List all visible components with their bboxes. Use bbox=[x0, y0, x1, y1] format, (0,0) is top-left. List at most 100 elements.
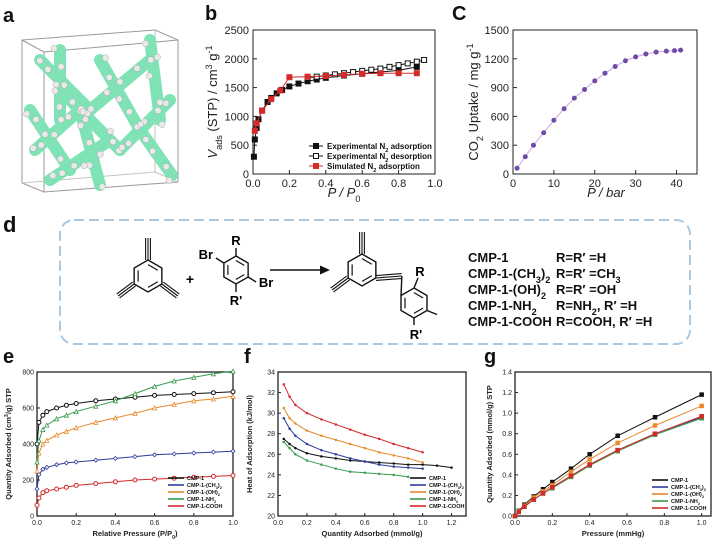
data-point bbox=[699, 392, 704, 397]
data-point bbox=[320, 463, 323, 466]
atom bbox=[153, 53, 161, 61]
data-point bbox=[34, 502, 40, 508]
substituent-definition: R=R′ =OH bbox=[556, 282, 616, 297]
data-point bbox=[541, 130, 547, 136]
x-tick-label: 0.0 bbox=[32, 520, 42, 527]
data-point bbox=[331, 71, 338, 78]
data-point bbox=[63, 460, 69, 466]
data-point bbox=[40, 490, 46, 496]
atom bbox=[116, 78, 124, 86]
data-point bbox=[334, 423, 338, 426]
panel-label-d: d bbox=[3, 212, 16, 237]
data-point bbox=[305, 429, 309, 432]
atom bbox=[142, 40, 149, 47]
atom bbox=[165, 177, 173, 184]
data-point bbox=[622, 58, 628, 64]
x-tick-label: 0.2 bbox=[302, 520, 312, 527]
data-point bbox=[404, 60, 411, 67]
atom bbox=[133, 64, 141, 72]
bond bbox=[235, 259, 245, 266]
substituent-definition: R=R′ =H bbox=[556, 250, 606, 265]
data-point bbox=[40, 466, 46, 472]
data-point bbox=[171, 392, 177, 397]
y-tick-label: 0.4 bbox=[502, 472, 512, 479]
data-point bbox=[450, 466, 453, 469]
data-point bbox=[171, 451, 177, 457]
data-point bbox=[191, 474, 197, 480]
data-point bbox=[395, 70, 402, 77]
legend-label: Simulated N2 adsorption bbox=[327, 162, 420, 174]
series-0 bbox=[282, 437, 453, 469]
data-point bbox=[652, 415, 658, 420]
bond bbox=[331, 277, 349, 291]
data-point bbox=[334, 457, 338, 460]
legend-label: CMP-1 bbox=[429, 476, 446, 482]
data-point bbox=[93, 403, 99, 409]
data-point bbox=[363, 460, 367, 463]
x-tick-label: 20 bbox=[589, 178, 601, 190]
bond bbox=[160, 285, 177, 299]
data-point bbox=[251, 136, 258, 143]
data-point bbox=[54, 486, 60, 492]
x-tick-label: 0.6 bbox=[360, 520, 370, 527]
data-point bbox=[44, 464, 50, 470]
x-tick-label: 1.2 bbox=[447, 520, 457, 527]
atom bbox=[64, 113, 72, 121]
atom bbox=[87, 105, 95, 113]
atom bbox=[162, 99, 170, 107]
data-point bbox=[294, 453, 297, 456]
data-point bbox=[530, 142, 536, 148]
legend: CMP-1CMP-1-(CH3)2CMP-1-(OH)2CMP-1-NH2CMP… bbox=[652, 478, 706, 512]
atom bbox=[51, 87, 59, 95]
scheme-box bbox=[59, 219, 691, 345]
data-point bbox=[54, 405, 60, 411]
legend-label: CMP-1 bbox=[671, 478, 688, 484]
substituent-r-prime: R' bbox=[230, 293, 242, 308]
x-tick-label: 0.6 bbox=[622, 520, 632, 527]
framework-strut bbox=[94, 54, 146, 136]
chart-g: 0.0 0.2 0.4 0.6 0.8 1.0 0.0 0.2 0.4 0.6 0.8 1.0 1.2 1… bbox=[485, 370, 712, 538]
data-point bbox=[230, 389, 236, 395]
data-point bbox=[132, 454, 138, 460]
y-tick-label: 2500 bbox=[225, 25, 249, 37]
x-tick-label: 0.8 bbox=[659, 520, 669, 527]
data-point bbox=[305, 411, 309, 415]
data-point bbox=[230, 448, 236, 454]
bond bbox=[413, 307, 424, 314]
data-point bbox=[377, 461, 381, 464]
x-tick-label: 0.8 bbox=[389, 520, 399, 527]
panel-label-b: b bbox=[205, 3, 217, 25]
data-point bbox=[295, 80, 302, 87]
data-point bbox=[44, 488, 50, 494]
bond bbox=[235, 274, 245, 281]
data-point bbox=[288, 442, 291, 446]
polymer-name: CMP-1-(OH)2 bbox=[468, 282, 546, 301]
data-point bbox=[392, 465, 395, 468]
plot-frame bbox=[514, 371, 712, 517]
series-line bbox=[283, 418, 423, 470]
legend-label: CMP-1-(OH)2 bbox=[429, 490, 462, 497]
data-point bbox=[421, 463, 424, 466]
data-point bbox=[643, 51, 649, 57]
bond bbox=[375, 277, 403, 281]
series-line bbox=[516, 49, 681, 169]
data-point bbox=[522, 154, 528, 160]
y-tick-label: 26 bbox=[267, 452, 275, 459]
y-tick-label: 300 bbox=[491, 140, 509, 152]
series-1 bbox=[282, 417, 424, 470]
atom bbox=[41, 130, 49, 138]
series-3 bbox=[282, 440, 410, 479]
legend: CMP-1CMP-1-(CH3)2CMP-1-(OH)2CMP-1-NH2CMP… bbox=[168, 476, 222, 510]
data-point bbox=[171, 378, 177, 384]
series-line bbox=[283, 407, 423, 463]
data-point bbox=[377, 70, 384, 77]
data-point bbox=[550, 484, 555, 490]
atom bbox=[102, 54, 109, 62]
atom bbox=[68, 98, 76, 106]
x-tick-label: 0.8 bbox=[391, 178, 406, 190]
atom bbox=[85, 139, 93, 147]
bond bbox=[147, 264, 159, 271]
x-tick-label: 30 bbox=[630, 178, 642, 190]
data-point bbox=[320, 455, 323, 458]
atom bbox=[98, 183, 106, 191]
